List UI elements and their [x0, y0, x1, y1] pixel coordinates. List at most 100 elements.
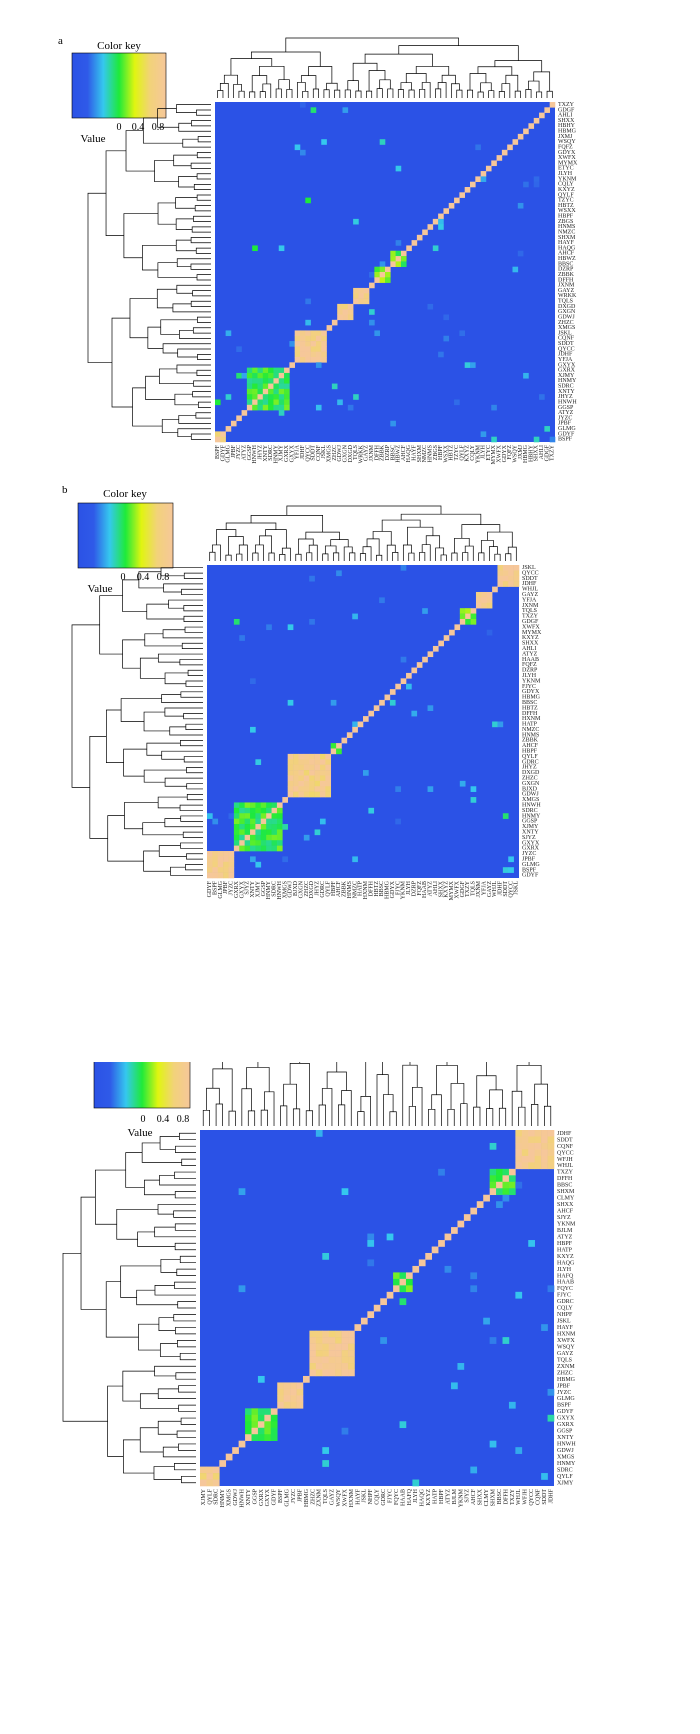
heatmap-cell [497, 565, 504, 571]
dendrogram-branch [154, 160, 179, 183]
heatmap-cell [521, 1136, 529, 1144]
heatmap-cell [225, 1453, 233, 1461]
heatmap-cell [379, 597, 385, 604]
dendrogram-branch [486, 1062, 530, 1076]
row-label: HNWH [522, 803, 541, 809]
dendrogram-branch [366, 90, 373, 98]
dendrogram-branch [184, 626, 203, 633]
heatmap-cell [294, 341, 301, 347]
dendrogram-branch [379, 79, 391, 89]
dendrogram-branch [278, 79, 290, 90]
dendrogram-branch [157, 1420, 182, 1435]
dendrogram-branch [161, 750, 203, 760]
heatmap-cell [496, 1201, 503, 1208]
row-label: XNTY [557, 1435, 574, 1441]
row-label: HBWZ [558, 256, 576, 262]
heatmap-cell [513, 575, 520, 582]
dendrogram-branch [389, 1111, 397, 1126]
row-label: GAYZ [557, 1351, 573, 1357]
column-label: XWFX [342, 1488, 348, 1506]
heatmap-cell [541, 1149, 548, 1157]
row-label: QYLF [522, 754, 538, 760]
heatmap-cell [328, 1363, 336, 1370]
heatmap-cell [260, 840, 267, 846]
heatmap-cell [491, 436, 497, 443]
column-label: JYZC [236, 445, 242, 459]
row-label: GXYX [522, 840, 540, 846]
dendrogram-branch [193, 215, 211, 222]
dendrogram-branch [415, 66, 450, 76]
column-label: FJYC [395, 881, 401, 895]
heatmap-cell [241, 410, 248, 416]
heatmap-cell [200, 1473, 207, 1480]
heatmap-cell [489, 1175, 497, 1183]
heatmap-cell [481, 591, 488, 598]
heatmap-cell [245, 1421, 252, 1429]
heatmap-cell [405, 1278, 413, 1286]
column-label: HATP [358, 880, 364, 896]
heatmap-cell [319, 753, 326, 760]
heatmap-cell [310, 335, 317, 342]
row-label: GXGN [558, 309, 576, 315]
heatmap-cell [250, 807, 256, 814]
heatmap-cell [309, 780, 315, 787]
heatmap-cell [310, 357, 317, 363]
heatmap-cell [278, 367, 285, 374]
column-label: GAYZ [330, 1489, 336, 1505]
row-label: BBSC [522, 700, 537, 706]
column-label: JHYZ [257, 445, 263, 460]
heatmap-cell [250, 802, 256, 809]
row-label: YKNM [557, 1221, 576, 1227]
column-label: ZHZC [304, 881, 310, 897]
heatmap-cell [438, 1168, 445, 1176]
dendrogram-branch [514, 90, 521, 98]
heatmap-cell [533, 117, 540, 124]
row-label: WRKK [558, 293, 577, 299]
dendrogram-branch [333, 552, 340, 561]
heatmap-cell [384, 694, 391, 701]
heatmap-cell [393, 1285, 400, 1293]
column-label: AHCF [336, 880, 342, 897]
heatmap-cell [508, 1188, 516, 1196]
color-key-tick-0: 0 [117, 122, 122, 133]
dendrogram-branch [122, 1370, 155, 1402]
heatmap-cell [330, 748, 337, 755]
heatmap-cell [528, 1162, 535, 1170]
heatmap-cell [303, 791, 310, 798]
heatmap-cell [405, 1285, 413, 1293]
row-label: HAAB [522, 657, 539, 663]
heatmap-cell [217, 851, 224, 857]
heatmap-cell [293, 780, 299, 787]
row-label: GDGF [522, 619, 539, 625]
dendrogram-branch [473, 1106, 481, 1126]
heatmap-cell [212, 851, 219, 857]
heatmap-cell [363, 298, 370, 305]
dendrogram-branch [197, 401, 211, 408]
heatmap-cell [315, 351, 322, 358]
heatmap-cell [255, 861, 262, 868]
heatmap-cell [451, 1227, 458, 1234]
dendrogram-branch [544, 1105, 552, 1126]
heatmap-cell [325, 759, 332, 765]
row-label: SHXX [522, 641, 539, 647]
heatmap-cell [411, 710, 418, 717]
heatmap-cell [252, 367, 258, 374]
column-label: ZBBK [380, 444, 386, 461]
dendrogram-branch [326, 1071, 347, 1091]
heatmap-cell [502, 570, 509, 577]
column-label: JXMJ [518, 444, 524, 459]
column-label: DZRP [411, 880, 417, 896]
heatmap-cell [448, 202, 455, 209]
row-label: YFJA [522, 597, 537, 603]
row-label: XNTY [558, 389, 575, 395]
heatmap-cell [406, 683, 412, 690]
heatmap-cell [287, 791, 294, 798]
dendrogram-branch [197, 316, 211, 323]
column-label: QYCC [508, 881, 514, 898]
heatmap-cell [515, 1130, 523, 1137]
row-label: CLMY [557, 1196, 575, 1202]
heatmap-cell [262, 394, 269, 400]
dendrogram-branch [123, 1439, 154, 1474]
dendrogram-branch [421, 544, 431, 561]
heatmap-cell [492, 721, 498, 728]
